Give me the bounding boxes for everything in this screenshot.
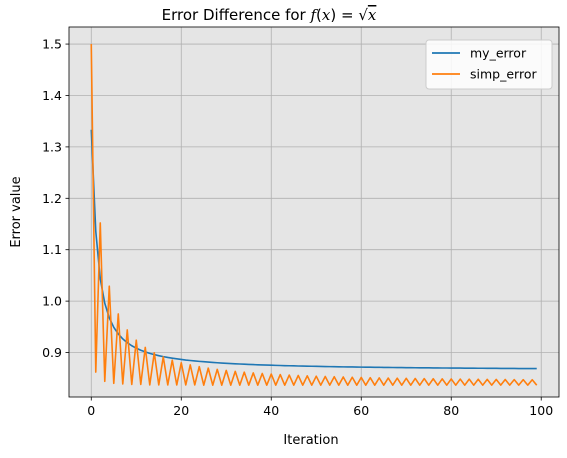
plot-frame [68,26,560,398]
y-tick-label: 1.0 [42,294,62,309]
legend: my_error simp_error [425,39,553,90]
series-line-my-error [90,129,537,370]
title-math-close: ) [330,6,336,24]
title-math-eq: = [336,6,358,24]
title-math-open: ( [316,6,322,24]
title-math-sqrt: √ [358,6,368,24]
y-tick-label: 1.1 [42,242,62,257]
legend-label-simp-error: simp_error [470,67,537,82]
x-tick-label: 60 [353,403,369,418]
x-tick-label: 20 [173,403,189,418]
x-axis-ticks: 0 20 40 60 80 100 [87,397,553,418]
legend-label-my-error: my_error [470,46,527,61]
y-axis-label: Error value [9,176,24,247]
x-tick-label: 0 [87,403,95,418]
y-tick-label: 1.4 [42,88,62,103]
y-axis-ticks: 0.9 1.0 1.1 1.2 1.3 1.4 1.5 [42,37,69,360]
x-axis-label: Iteration [283,433,338,448]
title-math-x: x [322,6,331,24]
x-tick-label: 40 [263,403,279,418]
series-line-simp-error [90,44,538,386]
grid-layer [69,27,559,397]
x-tick-label: 80 [443,403,459,418]
title-math-radicand: x [368,6,377,24]
y-tick-label: 0.9 [42,345,62,360]
y-tick-label: 1.3 [42,139,62,154]
chart-title-prefix: Error Difference for [162,6,311,24]
chart-title: Error Difference for f(x) = √x [162,6,377,24]
series-layer [90,44,538,386]
title-math-f: f [309,6,318,24]
x-tick-label: 100 [529,403,553,418]
y-tick-label: 1.2 [42,191,62,206]
y-tick-label: 1.5 [42,37,62,52]
